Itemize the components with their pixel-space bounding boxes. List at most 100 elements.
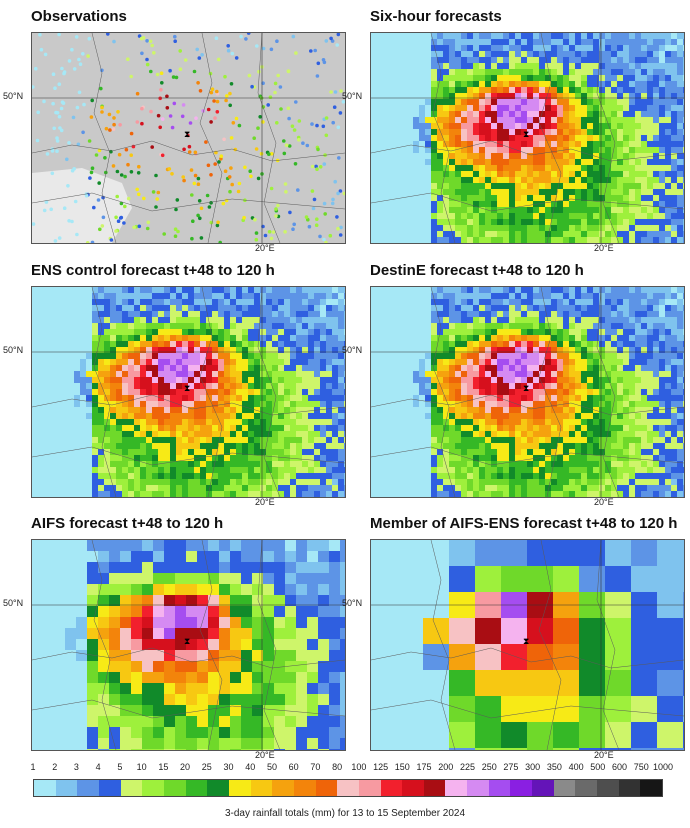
rainfall-cell [653,213,659,219]
rainfall-cell [38,431,44,437]
rainfall-cell [326,407,332,413]
rainfall-cell [242,323,248,329]
rainfall-cell [425,123,431,129]
rainfall-cell [278,485,284,491]
rainfall-cell [455,311,461,317]
rainfall-cell [278,395,284,401]
rainfall-cell [551,123,557,129]
rainfall-cell [68,413,74,419]
rainfall-cell [551,93,557,99]
rainfall-cell [290,413,296,419]
rainfall-cell [371,293,377,299]
rainfall-cell [146,377,152,383]
station-observation [304,215,309,219]
rainfall-cell [551,195,557,201]
rainfall-cell [86,341,92,347]
rainfall-cell [158,365,164,371]
rainfall-cell [437,365,443,371]
rainfall-cell [533,129,539,135]
rainfall-cell [278,443,284,449]
rainfall-cell [683,129,684,135]
rainfall-cell [599,371,605,377]
rainfall-cell [92,485,98,491]
rainfall-cell [320,383,326,389]
rainfall-cell [158,461,164,467]
country-border [32,140,345,162]
rainfall-cell [509,237,515,243]
rainfall-cell [206,287,212,293]
station-observation [227,175,232,179]
rainfall-cell [68,293,74,299]
rainfall-cell [383,377,389,383]
rainfall-cell [461,329,467,335]
rainfall-cell [92,401,98,407]
rainfall-cell [401,135,407,141]
rainfall-cell [407,347,413,353]
rainfall-cell [302,383,308,389]
rainfall-cell [515,287,521,293]
station-observation [119,215,124,220]
station-observation [322,237,326,242]
rainfall-cell [377,165,383,171]
rainfall-cell [473,353,479,359]
rainfall-cell [116,341,122,347]
station-observation [196,213,200,218]
rainfall-cell [320,353,326,359]
rainfall-cell [425,237,431,243]
rainfall-cell [206,437,212,443]
station-observation [209,90,214,95]
rainfall-cell [377,365,383,371]
station-observation [341,100,345,104]
rainfall-cell [32,401,38,407]
rainfall-cell [200,359,206,365]
rainfall-cell [665,195,671,201]
rainfall-cell [437,123,443,129]
rainfall-cell [479,341,485,347]
rainfall-cell [527,141,533,147]
rainfall-cell [485,231,491,237]
rainfall-cell [206,467,212,473]
rainfall-cell [593,195,599,201]
rainfall-cell [218,443,224,449]
rainfall-cell [302,467,308,473]
rainfall-cell [128,365,134,371]
station-observation [190,193,194,197]
rainfall-cell [677,365,683,371]
rainfall-cell [569,87,575,93]
rainfall-cell [164,491,170,497]
rainfall-cell [587,75,593,81]
rainfall-cell [467,353,473,359]
rainfall-cell [50,311,56,317]
station-observation [100,68,104,73]
station-observation [53,86,57,90]
rainfall-cell [308,449,314,455]
rainfall-cell [38,473,44,479]
rainfall-cell [164,335,170,341]
rainfall-cell [395,219,401,225]
rainfall-cell [647,57,653,63]
rainfall-cell [68,287,74,293]
rainfall-cell [617,225,623,231]
rainfall-cell [593,311,599,317]
rainfall-cell [497,39,503,45]
rainfall-cell [599,213,605,219]
rainfall-cell [158,425,164,431]
rainfall-cell [623,317,629,323]
rainfall-cell [395,353,401,359]
rainfall-cell [68,449,74,455]
rainfall-cell [332,461,338,467]
rainfall-cell [383,75,389,81]
rainfall-cell [647,75,653,81]
rainfall-cell [50,413,56,419]
station-observation [77,57,81,62]
rainfall-cell [521,213,527,219]
rainfall-cell [413,135,419,141]
rainfall-cell [479,207,485,213]
rainfall-cell [170,389,176,395]
rainfall-cell [635,329,641,335]
rainfall-cell [272,425,278,431]
rainfall-cell [194,461,200,467]
rainfall-cell [659,165,665,171]
rainfall-cell [338,353,344,359]
rainfall-cell [659,81,665,87]
